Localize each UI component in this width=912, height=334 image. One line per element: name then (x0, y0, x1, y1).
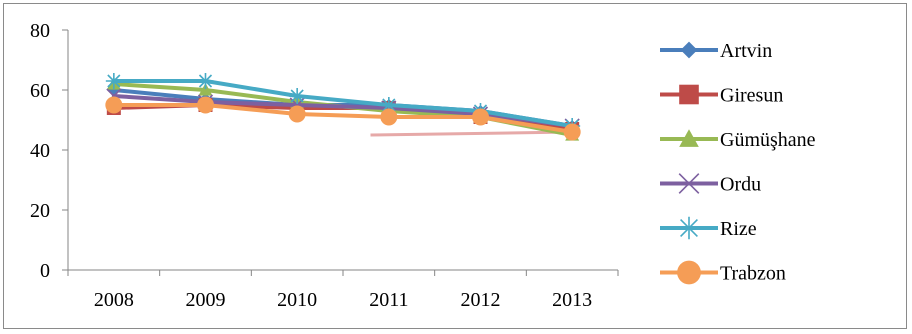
series-line-rize (111, 79, 575, 128)
annotation-line (370, 130, 573, 137)
legend-marker (678, 173, 700, 194)
data-point-trabzon (563, 123, 581, 141)
legend-marker (677, 260, 701, 285)
legend-label: Rize (720, 218, 757, 240)
data-point-trabzon (288, 105, 306, 123)
data-point-rize (105, 73, 122, 89)
data-point-trabzon (380, 108, 398, 126)
y-tick-label: 0 (40, 260, 50, 282)
legend-marker (680, 41, 698, 59)
legend-label: Ordu (720, 174, 761, 196)
y-tick-label: 60 (30, 80, 50, 102)
series-line-trabzon (111, 103, 575, 134)
y-tick-label: 80 (30, 20, 50, 42)
y-tick-label: 20 (30, 200, 50, 222)
x-tick-label: 2009 (186, 289, 226, 311)
x-tick-label: 2013 (552, 289, 592, 311)
legend-label: Trabzon (720, 263, 786, 285)
data-point-rize (289, 88, 306, 104)
data-point-rize (380, 97, 397, 113)
x-tick-label: 2010 (277, 289, 317, 311)
chart-frame (3, 3, 907, 329)
series-line-ordu (111, 94, 575, 128)
data-point-gümüşhane (198, 83, 213, 96)
y-tick-label: 40 (30, 140, 50, 162)
x-tick-label: 2008 (94, 289, 134, 311)
data-point-trabzon (197, 96, 214, 114)
legend-marker (679, 129, 699, 147)
legend-label: Artvin (720, 40, 772, 62)
data-point-rize (197, 73, 214, 89)
legend-label: Giresun (720, 85, 783, 107)
legend-marker (677, 216, 701, 240)
legend-label: Gümüşhane (720, 129, 816, 151)
legend-marker (679, 84, 699, 105)
data-point-trabzon (472, 108, 489, 126)
x-tick-label: 2011 (369, 289, 408, 311)
x-tick-label: 2012 (461, 289, 501, 311)
data-point-trabzon (105, 96, 123, 114)
